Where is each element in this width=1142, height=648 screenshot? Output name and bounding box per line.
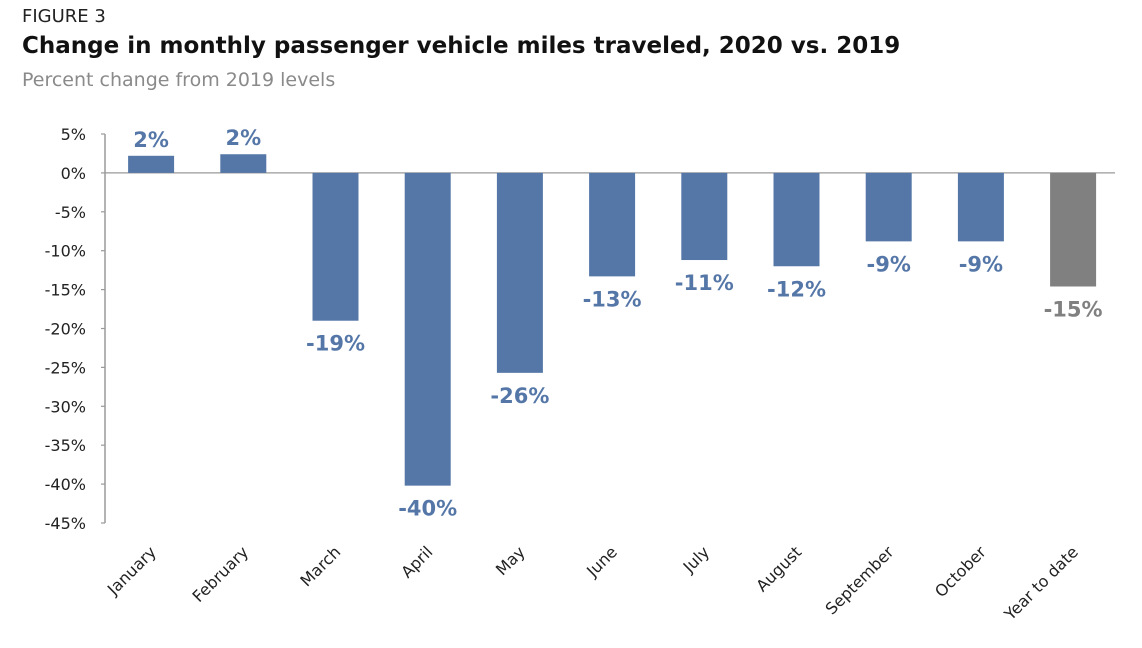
y-tick-label: -45% [45, 514, 86, 533]
bar [865, 172, 912, 242]
y-axis: 5% 0% -5% -10% -15% -20% -25% -30% -35% -40% -45% [45, 125, 1115, 533]
bar [128, 155, 175, 173]
bar [1050, 172, 1097, 287]
y-tick-label: -40% [45, 475, 86, 494]
data-label: -15% [1044, 297, 1103, 321]
bar [589, 172, 636, 277]
bar [773, 172, 820, 267]
bar [957, 172, 1004, 242]
x-tick-label: June [582, 542, 621, 581]
bars-group: 2% 2% -19% -40% -26% -13% -11% -12% -9% -9% -15% [128, 126, 1103, 521]
data-label: -12% [767, 277, 826, 301]
data-label: -26% [490, 384, 549, 408]
data-label: 2% [133, 128, 169, 152]
chart-subtitle: Percent change from 2019 levels [22, 69, 336, 91]
x-tick-label: January [103, 542, 160, 599]
data-label: -9% [867, 252, 911, 276]
bar [404, 172, 451, 486]
y-tick-label: -10% [45, 242, 86, 261]
figure-label: FIGURE 3 [22, 6, 106, 27]
y-tick-label: -25% [45, 358, 86, 377]
bar [496, 172, 543, 373]
x-tick-label: October [931, 542, 990, 601]
x-tick-label: May [492, 542, 529, 579]
bar [312, 172, 359, 321]
y-tick-label: -15% [45, 281, 86, 300]
x-tick-label: July [679, 542, 713, 576]
x-tick-label: February [189, 542, 253, 606]
y-tick-label: -35% [45, 436, 86, 455]
x-tick-label: August [752, 542, 805, 595]
x-tick-label: March [296, 542, 344, 590]
y-tick-label: -5% [55, 203, 86, 222]
y-tick-label: 5% [61, 125, 86, 144]
x-tick-label: April [397, 542, 436, 581]
data-label: 2% [225, 126, 261, 150]
data-label: -11% [675, 271, 734, 295]
bar [681, 172, 728, 261]
data-label: -13% [583, 287, 642, 311]
y-tick-label: -30% [45, 397, 86, 416]
y-tick-label: -20% [45, 320, 86, 339]
x-tick-label: Year to date [1000, 542, 1082, 624]
bar [220, 154, 267, 173]
data-label: -40% [398, 497, 457, 521]
x-tick-label: September [822, 542, 898, 618]
x-axis: January February March April May June July Augu… [103, 542, 1082, 624]
chart-title: Change in monthly passenger vehicle mile… [22, 33, 901, 59]
data-label: -9% [959, 252, 1003, 276]
y-tick-label: 0% [61, 164, 86, 183]
data-label: -19% [306, 332, 365, 356]
